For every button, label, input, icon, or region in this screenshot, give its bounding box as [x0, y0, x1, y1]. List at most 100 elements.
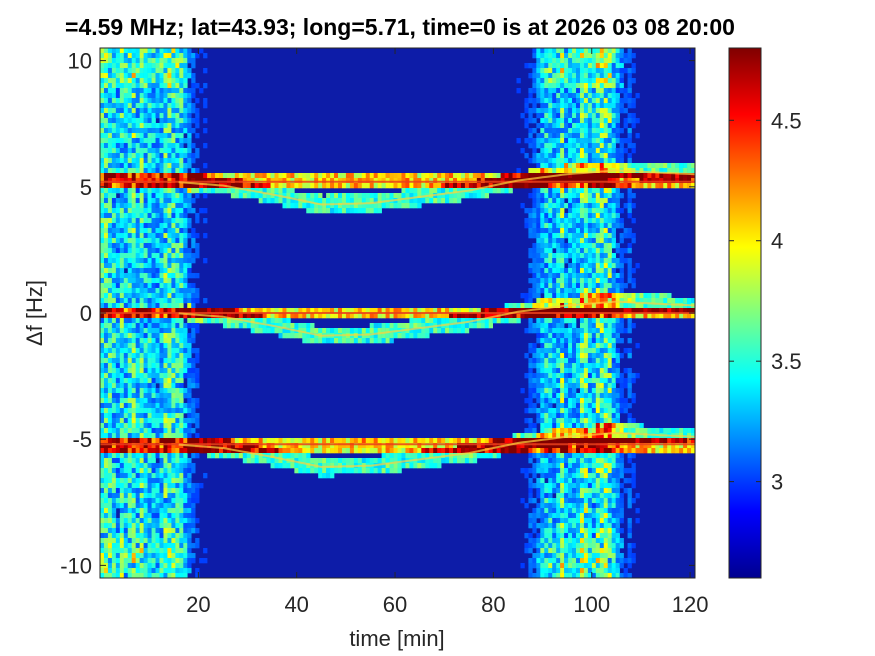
heatmap-cell: [135, 193, 140, 199]
heatmap-cell: [103, 228, 109, 234]
heatmap-cell: [107, 238, 113, 244]
heatmap-cell: [175, 563, 180, 569]
heatmap-cell: [107, 463, 113, 469]
heatmap-cell: [123, 503, 129, 509]
heatmap-cell: [107, 573, 113, 578]
heatmap-cell: [536, 373, 541, 379]
heatmap-cell: [556, 198, 561, 204]
heatmap-cell: [373, 178, 378, 184]
heatmap-cell: [540, 558, 545, 564]
heatmap-cell: [179, 368, 184, 374]
heatmap-cell: [484, 313, 490, 319]
heatmap-cell: [143, 238, 148, 244]
heatmap-cell: [123, 133, 129, 139]
heatmap-cell: [103, 203, 109, 209]
heatmap-cell: [564, 553, 569, 559]
heatmap-cell: [127, 433, 133, 439]
heatmap-cell: [191, 368, 196, 374]
heatmap-cell: [159, 498, 164, 504]
heatmap-cell: [175, 413, 180, 419]
heatmap-cell: [179, 193, 184, 199]
heatmap-cell: [159, 463, 164, 469]
heatmap-cell: [111, 468, 117, 474]
heatmap-cell: [413, 448, 418, 454]
heatmap-cell: [338, 193, 343, 199]
heatmap-cell: [100, 138, 105, 144]
heatmap-cell: [119, 493, 125, 499]
heatmap-cell: [552, 233, 557, 239]
heatmap-cell: [151, 523, 156, 529]
heatmap-cell: [143, 458, 148, 464]
heatmap-cell: [143, 183, 148, 189]
heatmap-cell: [568, 163, 573, 169]
heatmap-cell: [195, 308, 200, 314]
heatmap-cell: [544, 188, 549, 194]
heatmap-cell: [159, 373, 164, 379]
heatmap-cell: [445, 313, 450, 319]
heatmap-cell: [143, 223, 148, 229]
heatmap-cell: [544, 83, 549, 89]
heatmap-cell: [175, 448, 180, 454]
heatmap-cell: [127, 408, 133, 414]
heatmap-cell: [540, 338, 545, 344]
heatmap-cell: [135, 263, 140, 269]
heatmap-cell: [353, 308, 359, 314]
heatmap-cell: [230, 318, 236, 324]
heatmap-cell: [294, 183, 299, 189]
heatmap-cell: [183, 113, 188, 119]
heatmap-cell: [135, 553, 140, 559]
heatmap-cell: [564, 173, 569, 179]
heatmap-cell: [568, 318, 573, 324]
heatmap-cell: [568, 323, 573, 329]
heatmap-cell: [103, 408, 109, 414]
heatmap-cell: [246, 173, 252, 179]
heatmap-cell: [556, 373, 561, 379]
heatmap-cell: [504, 303, 509, 309]
heatmap-cell: [191, 493, 196, 499]
heatmap-cell: [151, 438, 156, 444]
heatmap-cell: [564, 58, 569, 64]
heatmap-cell: [330, 443, 335, 449]
heatmap-cell: [171, 228, 176, 234]
heatmap-cell: [175, 68, 180, 74]
heatmap-cell: [540, 508, 545, 514]
heatmap-cell: [338, 203, 343, 209]
heatmap-cell: [115, 538, 121, 544]
heatmap-cell: [222, 313, 228, 319]
heatmap-cell: [175, 363, 180, 369]
heatmap-cell: [480, 183, 486, 189]
heatmap-cell: [512, 438, 517, 444]
heatmap-cell: [560, 413, 565, 419]
heatmap-cell: [167, 348, 172, 354]
heatmap-cell: [167, 258, 172, 264]
heatmap-cell: [464, 448, 470, 454]
heatmap-cell: [516, 183, 521, 189]
heatmap-cell: [516, 433, 521, 439]
heatmap-cell: [564, 508, 569, 514]
heatmap-cell: [163, 328, 168, 334]
heatmap-cell: [123, 298, 129, 304]
heatmap-cell: [195, 403, 200, 409]
heatmap-cell: [167, 178, 172, 184]
heatmap-cell: [127, 363, 133, 369]
heatmap-cell: [345, 308, 351, 314]
heatmap-cell: [103, 418, 109, 424]
heatmap-cell: [135, 238, 140, 244]
heatmap-cell: [532, 308, 537, 314]
heatmap-cell: [103, 48, 109, 54]
heatmap-cell: [389, 338, 394, 344]
heatmap-cell: [175, 93, 180, 99]
heatmap-cell: [187, 303, 192, 309]
heatmap-cell: [100, 258, 105, 264]
heatmap-cell: [219, 448, 224, 454]
heatmap-cell: [151, 103, 156, 109]
heatmap-cell: [480, 178, 486, 184]
heatmap-cell: [556, 378, 561, 384]
heatmap-cell: [123, 153, 129, 159]
heatmap-cell: [127, 308, 133, 314]
heatmap-cell: [528, 63, 533, 69]
heatmap-cell: [409, 328, 414, 334]
heatmap-cell: [544, 238, 549, 244]
heatmap-cell: [107, 348, 113, 354]
heatmap-cell: [338, 308, 343, 314]
